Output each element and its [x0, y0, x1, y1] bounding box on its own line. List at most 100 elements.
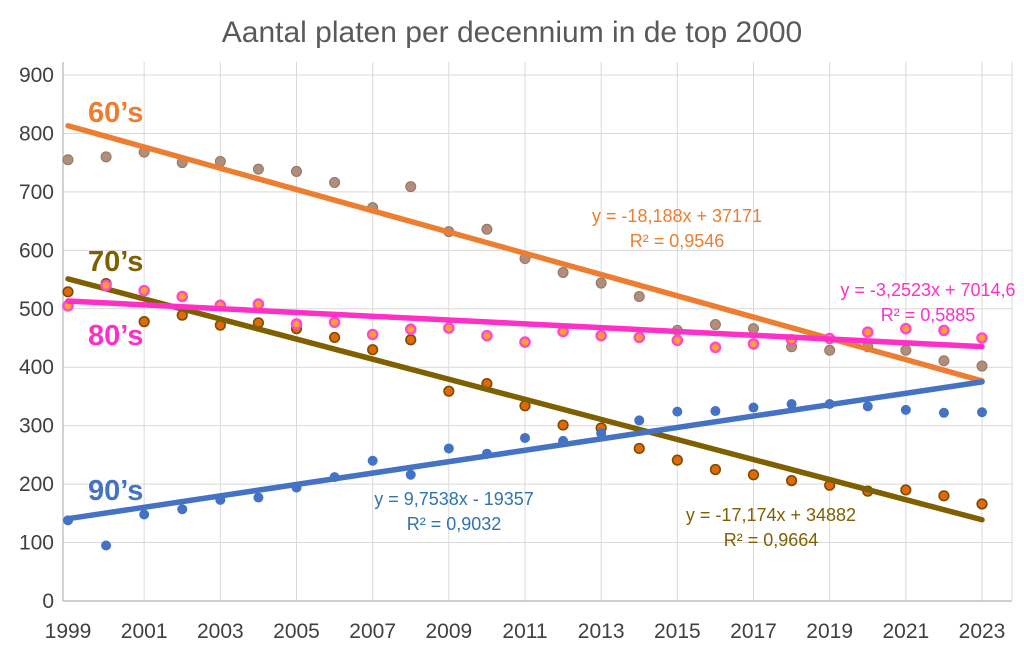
point-90s-2001: [139, 509, 150, 520]
point-80s-2000: [100, 279, 112, 292]
point-80s-2017: [747, 338, 760, 350]
y-tick-label: 700: [19, 181, 54, 204]
point-60s-2012: [557, 267, 569, 279]
x-tick-label: 2011: [502, 620, 547, 643]
point-90s-2022: [938, 407, 949, 418]
point-80s-2021: [900, 322, 912, 335]
point-70s-2009: [443, 385, 455, 397]
point-90s-2021: [900, 404, 911, 415]
point-90s-2014: [634, 415, 645, 426]
point-80s-2014: [633, 331, 646, 344]
point-60s-2017: [748, 323, 759, 335]
point-60s-2013: [595, 277, 607, 289]
x-tick-label: 2007: [349, 620, 396, 643]
y-tick-label: 500: [19, 298, 54, 321]
equation-90s: y = 9,7538x - 19357: [374, 489, 534, 509]
point-80s-2004: [252, 298, 265, 310]
point-60s-2004: [252, 163, 264, 175]
point-70s-2022: [938, 490, 950, 502]
point-80s-2008: [404, 323, 417, 336]
trendline-90s: [65, 379, 985, 522]
series-60s-points: [62, 146, 988, 372]
point-70s-2017: [747, 469, 760, 481]
x-tick-label: 2009: [425, 620, 472, 643]
point-80s-2016: [709, 341, 722, 354]
point-80s-2001: [138, 284, 150, 297]
point-90s-2017: [748, 402, 759, 413]
r2-70s: R² = 0,9664: [724, 530, 819, 550]
point-60s-2008: [405, 181, 417, 193]
trendline-80s: [65, 298, 985, 350]
point-60s-2006: [329, 177, 341, 189]
point-70s-2016: [709, 463, 722, 476]
point-90s-2000: [101, 540, 112, 551]
series-70s-points: [62, 278, 988, 510]
point-90s-2002: [177, 504, 188, 515]
chart-title: Aantal platen per decennium in de top 20…: [221, 16, 803, 49]
x-tick-label: 2001: [121, 620, 168, 643]
point-80s-2022: [938, 324, 950, 337]
series-70s: [62, 276, 988, 523]
point-70s-2014: [633, 442, 645, 455]
series-label-70s: 70’s: [88, 246, 143, 278]
point-90s-2007: [367, 455, 378, 466]
point-70s-2012: [557, 419, 569, 431]
y-tick-label: 0: [42, 590, 54, 613]
point-70s-2001: [138, 316, 150, 328]
y-tick-label: 800: [19, 122, 54, 145]
equation-70s: y = -17,174x + 34882: [686, 505, 856, 525]
x-tick-label: 2015: [654, 620, 701, 643]
point-80s-2020: [861, 326, 874, 338]
point-90s-2011: [520, 432, 530, 443]
y-tick-label: 400: [19, 356, 54, 379]
point-70s-2007: [367, 344, 379, 356]
point-70s-2015: [671, 454, 683, 466]
point-80s-2010: [481, 329, 493, 342]
y-tick-label: 900: [19, 64, 54, 87]
series-label-80s: 80’s: [88, 320, 143, 352]
r2-80s: R² = 0,5885: [881, 305, 976, 325]
point-60s-2021: [900, 344, 912, 356]
x-tick-label: 2017: [730, 620, 777, 643]
y-tick-label: 300: [19, 415, 54, 438]
point-90s-2015: [672, 406, 683, 417]
r2-90s: R² = 0,9032: [407, 514, 502, 534]
point-90s-2009: [443, 443, 454, 454]
series-80s: [62, 279, 988, 354]
x-tick-label: 2023: [959, 620, 1006, 643]
point-80s-2007: [366, 328, 379, 341]
y-tick-label: 100: [19, 532, 54, 555]
series-label-60s: 60’s: [88, 97, 143, 129]
x-tick-label: 2005: [273, 620, 320, 643]
x-tick-labels: 1999 2001 2003 2005 2007 2009 2011 2013 2015 2017…: [45, 620, 1006, 643]
point-80s-2023: [976, 332, 988, 344]
point-90s-2020: [862, 401, 873, 412]
point-60s-2010: [481, 223, 493, 235]
x-tick-label: 1999: [45, 620, 92, 643]
point-80s-2005: [290, 318, 303, 330]
point-90s-2004: [253, 492, 264, 503]
point-80s-2015: [671, 334, 684, 347]
y-tick-label: 600: [19, 239, 54, 262]
point-90s-2016: [710, 406, 721, 417]
series-90s: [63, 379, 987, 551]
y-tick-labels: 0 100 200 300 400 500 600 700 800 900: [19, 64, 54, 613]
point-60s-2023: [976, 360, 988, 372]
point-60s-2000: [100, 151, 112, 163]
point-90s-2023: [977, 407, 987, 418]
trendline-70s: [65, 276, 985, 523]
point-70s-2008: [405, 334, 417, 346]
r2-60s: R² = 0,9546: [630, 231, 725, 251]
point-70s-2018: [785, 475, 798, 487]
point-80s-2013: [595, 329, 607, 342]
equation-60s: y = -18,188x + 37171: [592, 206, 762, 226]
point-60s-2014: [633, 291, 645, 303]
point-60s-2016: [709, 319, 721, 331]
point-80s-2009: [443, 322, 455, 334]
point-70s-2006: [328, 331, 341, 344]
point-60s-2019: [824, 344, 836, 356]
point-60s-1999: [62, 154, 74, 166]
x-tick-label: 2021: [882, 620, 929, 643]
